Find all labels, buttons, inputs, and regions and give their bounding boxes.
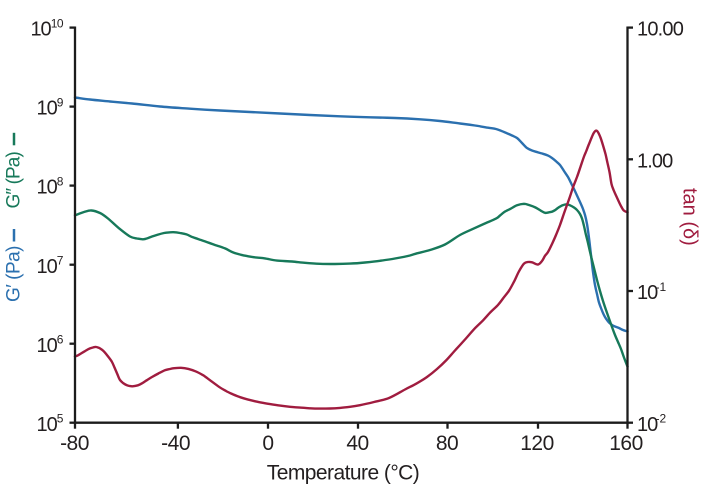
svg-text:10: 10: [51, 16, 64, 30]
svg-text:-2: -2: [656, 412, 667, 426]
svg-text:10: 10: [37, 335, 58, 357]
svg-text:160: 160: [609, 432, 643, 455]
svg-text:10: 10: [37, 177, 58, 199]
svg-text:9: 9: [57, 95, 64, 109]
svg-text:7: 7: [57, 254, 64, 268]
svg-text:120: 120: [520, 432, 554, 455]
svg-text:10: 10: [637, 414, 658, 436]
svg-text:-40: -40: [161, 432, 190, 455]
svg-text:-80: -80: [60, 432, 89, 455]
svg-text:tan (δ): tan (δ): [679, 188, 701, 246]
svg-text:40: 40: [346, 432, 368, 455]
svg-text:10: 10: [37, 98, 58, 120]
svg-text:10: 10: [37, 256, 58, 278]
svg-text:10.00: 10.00: [637, 19, 684, 41]
svg-text:Temperature (°C): Temperature (°C): [267, 462, 419, 485]
svg-text:G″ (Pa): G″ (Pa): [4, 152, 25, 209]
svg-text:10: 10: [30, 19, 51, 41]
svg-text:6: 6: [57, 333, 64, 347]
svg-text:80: 80: [436, 432, 458, 455]
svg-text:5: 5: [57, 412, 64, 426]
svg-text:-1: -1: [656, 280, 667, 294]
svg-text:1.00: 1.00: [637, 150, 673, 172]
svg-text:10: 10: [37, 414, 58, 436]
svg-text:G′ (Pa): G′ (Pa): [4, 246, 25, 302]
svg-text:10: 10: [637, 282, 658, 304]
svg-text:8: 8: [57, 174, 64, 188]
svg-text:0: 0: [262, 432, 273, 455]
